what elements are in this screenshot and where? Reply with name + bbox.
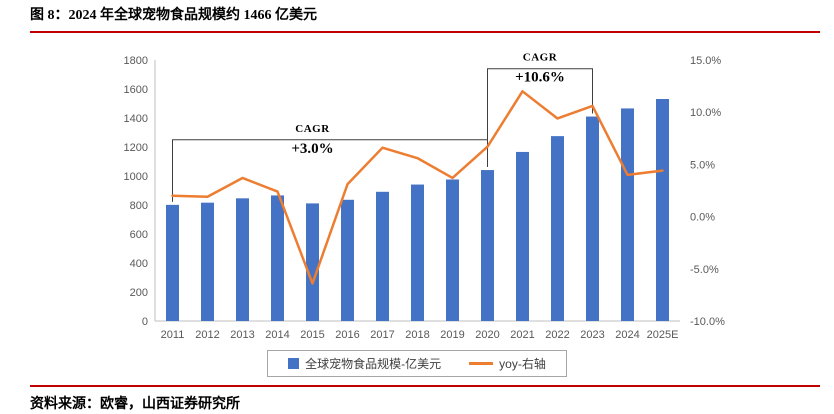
left-axis-tick-label: 400 bbox=[130, 258, 148, 270]
top-divider bbox=[30, 31, 820, 33]
cagr-value-1: +10.6% bbox=[515, 70, 565, 86]
x-axis-tick-label: 2019 bbox=[440, 329, 464, 341]
bottom-divider bbox=[30, 385, 820, 387]
bar-2015 bbox=[306, 203, 319, 321]
bar-2016 bbox=[341, 199, 354, 321]
bar-2025E bbox=[656, 99, 669, 321]
bar-2024 bbox=[621, 108, 634, 322]
chart-legend: 全球宠物食品规模-亿美元 yoy-右轴 bbox=[267, 350, 567, 377]
x-axis-tick-label: 2022 bbox=[545, 329, 569, 341]
left-axis-tick-label: 200 bbox=[130, 287, 148, 299]
cagr-bracket-1 bbox=[487, 68, 593, 168]
right-axis-tick-label: 0.0% bbox=[690, 212, 715, 224]
right-axis-tick-label: 5.0% bbox=[690, 159, 715, 171]
left-axis-tick-label: 800 bbox=[130, 200, 148, 212]
chart-canvas: 0 200 400 600 800 1000 1200 1400 1600 1800 15.0% 10… bbox=[124, 52, 726, 341]
cagr-label-1: CAGR bbox=[523, 52, 558, 64]
left-axis-tick-label: 1400 bbox=[124, 113, 148, 125]
bar-series-swatch bbox=[288, 358, 300, 369]
bar-2013 bbox=[236, 198, 249, 321]
line-series-swatch bbox=[469, 362, 494, 365]
left-axis-tick-label: 1600 bbox=[124, 84, 148, 96]
left-axis-tick-label: 1200 bbox=[124, 142, 148, 154]
legend-item-bar-series: 全球宠物食品规模-亿美元 bbox=[288, 355, 441, 372]
x-axis-tick-label: 2012 bbox=[195, 329, 219, 341]
bar-2018 bbox=[411, 184, 424, 321]
bar-2022 bbox=[551, 136, 564, 321]
bar-2012 bbox=[201, 202, 214, 321]
x-axis-tick-label: 2024 bbox=[615, 329, 639, 341]
bar-series-label: 全球宠物食品规模-亿美元 bbox=[305, 357, 442, 371]
right-axis-tick-label: 10.0% bbox=[690, 107, 721, 119]
x-axis-tick-label: 2020 bbox=[475, 329, 499, 341]
x-axis-tick-label: 2021 bbox=[510, 329, 534, 341]
x-axis-tick-label: 2025E bbox=[647, 329, 679, 341]
bar-2014 bbox=[271, 195, 284, 321]
yoy-line bbox=[171, 90, 664, 285]
cagr-value-0: +3.0% bbox=[291, 141, 333, 157]
x-axis-tick-label: 2023 bbox=[580, 329, 604, 341]
figure-title: 图 8：2024 年全球宠物食品规模约 1466 亿美元 bbox=[30, 8, 317, 23]
bar-2011 bbox=[166, 204, 179, 321]
bar-2023 bbox=[586, 116, 599, 321]
x-axis-tick-label: 2018 bbox=[405, 329, 429, 341]
left-axis-tick-label: 0 bbox=[142, 316, 148, 328]
source-text: 资料来源：欧睿，山西证券研究所 bbox=[30, 397, 240, 412]
right-axis-tick-label: 15.0% bbox=[690, 55, 721, 67]
bar-2019 bbox=[446, 179, 459, 321]
bar-2017 bbox=[376, 191, 389, 321]
x-axis-tick-label: 2016 bbox=[335, 329, 359, 341]
bar-2020 bbox=[481, 170, 494, 321]
line-series-label: yoy-右轴 bbox=[499, 357, 546, 371]
x-axis-tick-label: 2017 bbox=[370, 329, 394, 341]
right-axis-tick-label: -5.0% bbox=[690, 264, 719, 276]
left-axis-tick-label: 600 bbox=[130, 229, 148, 241]
x-axis-tick-label: 2014 bbox=[265, 329, 289, 341]
left-axis-tick-label: 1000 bbox=[124, 171, 148, 183]
x-axis-tick-label: 2015 bbox=[300, 329, 324, 341]
x-axis-tick-label: 2011 bbox=[161, 329, 185, 341]
bar-2021 bbox=[516, 151, 529, 321]
right-axis-tick-label: -10.0% bbox=[690, 316, 725, 328]
legend-item-line-series: yoy-右轴 bbox=[469, 355, 546, 372]
left-axis-tick-label: 1800 bbox=[124, 55, 148, 67]
x-axis-tick-label: 2013 bbox=[230, 329, 254, 341]
chart-area: 0 200 400 600 800 1000 1200 1400 1600 1800 15.0% 10… bbox=[0, 35, 834, 377]
cagr-label-0: CAGR bbox=[295, 123, 330, 135]
